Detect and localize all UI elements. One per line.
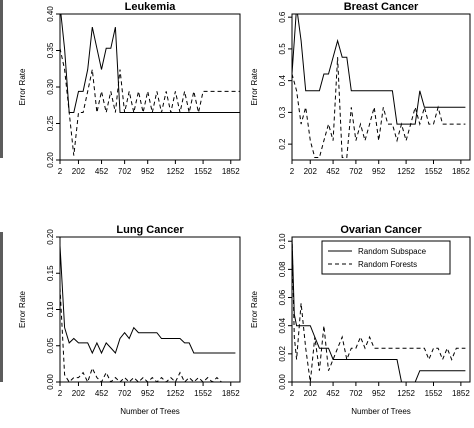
x-tick-label: 1252 — [397, 389, 415, 398]
x-tick-label: 952 — [372, 389, 386, 398]
series-line-dashed — [60, 48, 240, 156]
x-axis-label: Number of Trees — [351, 407, 411, 416]
series-line-dashed — [292, 237, 466, 382]
x-tick-label: 1852 — [222, 167, 240, 176]
x-tick-label: 702 — [118, 389, 132, 398]
y-tick-label: 0.00 — [46, 374, 55, 390]
y-tick-label: 0.6 — [278, 11, 287, 23]
x-tick-label: 1852 — [452, 389, 470, 398]
series-line-dashed — [60, 287, 236, 382]
x-tick-label: 2 — [58, 389, 63, 398]
y-tick-label: 0.05 — [46, 337, 55, 353]
x-tick-label: 2 — [290, 389, 295, 398]
y-tick-label: 0.5 — [278, 43, 287, 55]
x-tick-label: 2 — [290, 167, 295, 176]
panel-title: Ovarian Cancer — [340, 224, 422, 236]
y-tick-label: 0.25 — [46, 115, 55, 131]
y-tick-label: 0.3 — [278, 106, 287, 118]
legend-label: Random Subspace — [358, 247, 427, 256]
y-tick-label: 0.00 — [278, 374, 287, 390]
x-tick-label: 1552 — [425, 389, 443, 398]
legend: Random Subspace Random Forests — [321, 240, 451, 275]
y-axis-label: Error Rate — [18, 68, 27, 105]
y-tick-label: 0.08 — [278, 261, 287, 277]
x-tick-label: 452 — [326, 389, 340, 398]
x-tick-label: 202 — [304, 389, 318, 398]
panel-title: Leukemia — [125, 1, 177, 13]
x-tick-label: 702 — [118, 167, 132, 176]
series-line-dashed — [292, 57, 466, 158]
y-tick-label: 0.04 — [278, 317, 287, 333]
x-tick-label: 452 — [95, 167, 109, 176]
series-line-solid — [292, 14, 466, 125]
left-edge-bar-top — [0, 0, 3, 158]
panel-lung-cancer: Lung Cancer Error Rate Number of Trees 0.00… — [18, 224, 241, 416]
left-edge-bar-bottom — [0, 232, 3, 382]
panel-ovarian-cancer: Ovarian Cancer Error Rate Number of Trees 0… — [250, 224, 471, 416]
y-tick-label: 0.06 — [278, 289, 287, 305]
series-line-solid — [60, 14, 240, 113]
x-tick-label: 1552 — [194, 389, 212, 398]
x-tick-label: 1852 — [222, 389, 240, 398]
y-axis-label: Error Rate — [18, 291, 27, 328]
x-tick-label: 1552 — [194, 167, 212, 176]
y-tick-label: 0.2 — [278, 138, 287, 150]
y-axis-label: Error Rate — [250, 68, 259, 105]
x-tick-label: 702 — [349, 389, 363, 398]
series-line-solid — [60, 245, 236, 355]
x-tick-label: 202 — [72, 389, 86, 398]
panel-title: Lung Cancer — [116, 224, 184, 236]
y-tick-label: 0.20 — [46, 229, 55, 245]
plot-frame — [291, 13, 471, 161]
x-tick-label: 1252 — [166, 389, 184, 398]
x-tick-label: 1852 — [452, 167, 470, 176]
panel-breast-cancer: Breast Cancer Error Rate 0.2 0.3 0.4 0.5 0.6 2 2… — [250, 1, 471, 176]
legend-label: Random Forests — [358, 260, 417, 269]
x-tick-label: 952 — [141, 167, 155, 176]
panel-leukemia: Leukemia Error Rate 0.20 0.25 0.30 0.35 0.40 2 2… — [18, 1, 241, 176]
y-tick-label: 0.10 — [46, 301, 55, 317]
x-tick-label: 952 — [372, 167, 386, 176]
x-tick-label: 1552 — [425, 167, 443, 176]
x-tick-label: 2 — [58, 167, 63, 176]
y-tick-label: 0.30 — [46, 79, 55, 95]
y-tick-label: 0.02 — [278, 346, 287, 362]
x-tick-label: 1252 — [397, 167, 415, 176]
plot-frame — [291, 236, 471, 383]
plot-frame — [59, 236, 241, 383]
x-tick-label: 1252 — [166, 167, 184, 176]
series-line-solid — [292, 237, 466, 382]
y-tick-label: 0.35 — [46, 42, 55, 58]
panel-title: Breast Cancer — [344, 1, 419, 13]
x-tick-label: 202 — [72, 167, 86, 176]
y-tick-label: 0.20 — [46, 152, 55, 168]
x-tick-label: 952 — [141, 389, 155, 398]
x-axis-label: Number of Trees — [120, 407, 180, 416]
y-tick-label: 0.40 — [46, 6, 55, 22]
y-tick-label: 0.4 — [278, 75, 287, 87]
y-tick-label: 0.15 — [46, 265, 55, 281]
plot-frame — [59, 13, 241, 161]
x-tick-label: 452 — [326, 167, 340, 176]
x-tick-label: 702 — [349, 167, 363, 176]
x-tick-label: 202 — [304, 167, 318, 176]
y-tick-label: 0.10 — [278, 233, 287, 249]
x-tick-label: 452 — [95, 389, 109, 398]
y-axis-label: Error Rate — [250, 291, 259, 328]
legend-box — [321, 240, 451, 275]
